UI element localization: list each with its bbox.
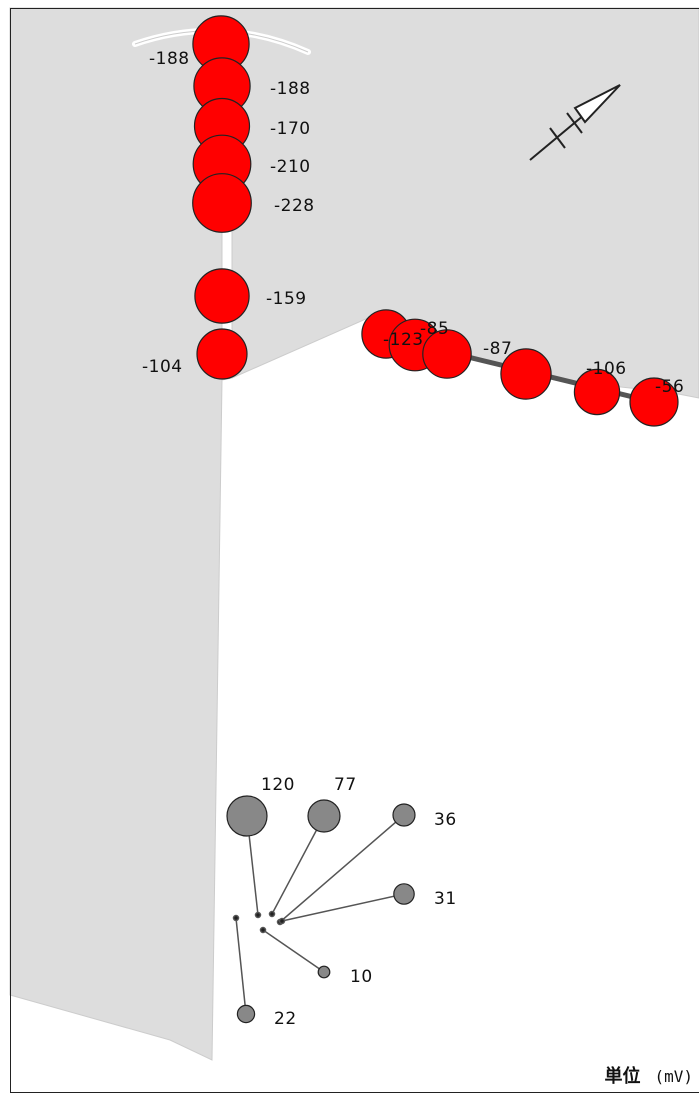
negative-point-label: -87	[483, 339, 512, 359]
negative-point-label: -85	[420, 319, 449, 339]
anchor-dot	[259, 926, 267, 934]
negative-point-label: -188	[270, 79, 311, 99]
negative-point-marker	[192, 173, 252, 233]
positive-point-marker	[393, 883, 415, 905]
negative-point-marker	[422, 329, 472, 379]
positive-point-label: 22	[274, 1009, 297, 1029]
anchor-dot	[278, 917, 286, 925]
negative-point-label: -123	[383, 330, 424, 350]
unit-label: 単位	[604, 1066, 641, 1087]
negative-point-marker	[500, 348, 552, 400]
leader-line	[235, 917, 247, 1015]
positive-point-label: 120	[261, 775, 295, 795]
negative-point-marker	[194, 268, 250, 324]
land-area	[9, 7, 699, 1061]
positive-point-marker	[226, 795, 268, 837]
positive-points	[226, 795, 416, 1024]
negative-point-label: -228	[274, 196, 315, 216]
negative-points	[192, 15, 679, 427]
positive-point-label: 36	[434, 810, 457, 830]
leader-line	[262, 929, 325, 973]
negative-point-label: -210	[270, 157, 311, 177]
negative-point-label: -106	[586, 359, 627, 379]
negative-point-label: -56	[655, 377, 684, 397]
negative-point-marker	[196, 328, 248, 380]
negative-point-label: -170	[270, 119, 311, 139]
leader-lines	[232, 814, 405, 1015]
anchor-dot	[268, 910, 276, 918]
positive-point-marker	[317, 965, 331, 979]
leader-line	[271, 815, 325, 915]
unit-value: (mV)	[654, 1067, 693, 1086]
positive-point-label: 31	[434, 889, 457, 909]
anchor-dot	[254, 911, 262, 919]
north-arrow-icon	[529, 84, 621, 161]
anchor-dot	[232, 914, 240, 922]
point-labels: -188 -188 -170 -210 -228 -159 -104 -85-123 -87 -1…	[142, 49, 684, 1029]
negative-point-marker	[629, 377, 679, 427]
positive-point-label: 77	[334, 775, 357, 795]
negative-point-marker	[573, 368, 621, 416]
negative-point-label: -104	[142, 357, 183, 377]
positive-point-marker	[392, 803, 416, 827]
positive-point-label: 10	[350, 967, 373, 987]
unit-legend: 単位 (mV)	[604, 1062, 693, 1088]
negative-point-label: -188	[149, 49, 190, 69]
leader-line	[281, 893, 405, 922]
positive-point-marker	[236, 1004, 256, 1024]
leader-line	[279, 814, 405, 923]
positive-point-marker	[307, 799, 341, 833]
negative-point-label: -159	[266, 289, 307, 309]
